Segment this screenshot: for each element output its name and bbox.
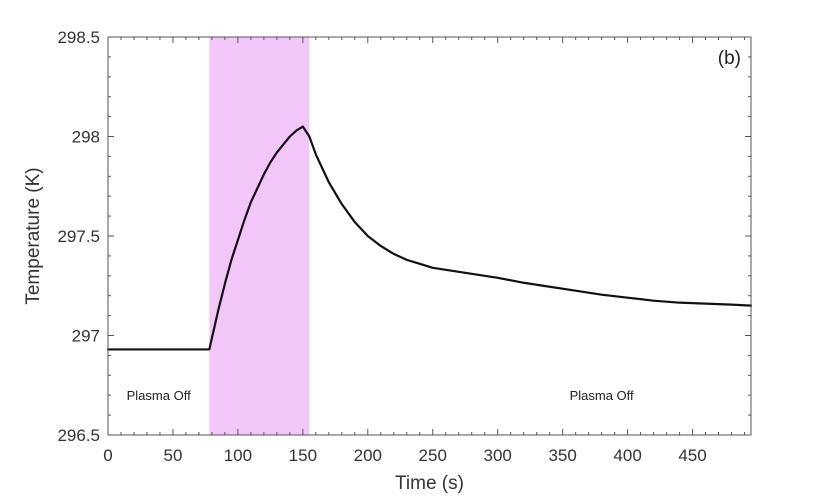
plot-layer: 0 50 100 150 200 250 300 350 400 450 296.5 297 297.5…: [23, 28, 753, 494]
panel-label: (b): [718, 48, 741, 69]
plot-frame: [107, 36, 752, 436]
x-axis-title: Time (s): [395, 473, 464, 494]
x-tick-label: 350: [548, 446, 576, 465]
y-tick-label: 297.5: [57, 227, 100, 246]
plasma-on-region: [209, 37, 310, 435]
y-tick-label: 297: [72, 327, 100, 346]
x-tick-label: 50: [163, 446, 182, 465]
y-tick-label: 298: [72, 128, 100, 147]
x-tick-label: 400: [613, 446, 641, 465]
plasma-off-label: Plasma Off: [127, 388, 191, 403]
x-tick-label: 0: [103, 446, 112, 465]
y-axis-title: Temperature (K): [23, 167, 44, 304]
x-tick-label: 150: [289, 446, 317, 465]
plasma-off-label: Plasma Off: [570, 388, 634, 403]
x-tick-label: 100: [224, 446, 252, 465]
y-tick-label: 296.5: [57, 426, 100, 445]
x-tick-label: 200: [354, 446, 382, 465]
temperature-line: [106, 125, 753, 351]
y-tick-label: 298.5: [57, 28, 100, 47]
x-tick-label: 250: [419, 446, 447, 465]
x-tick-label: 300: [484, 446, 512, 465]
x-tick-label: 450: [678, 446, 706, 465]
